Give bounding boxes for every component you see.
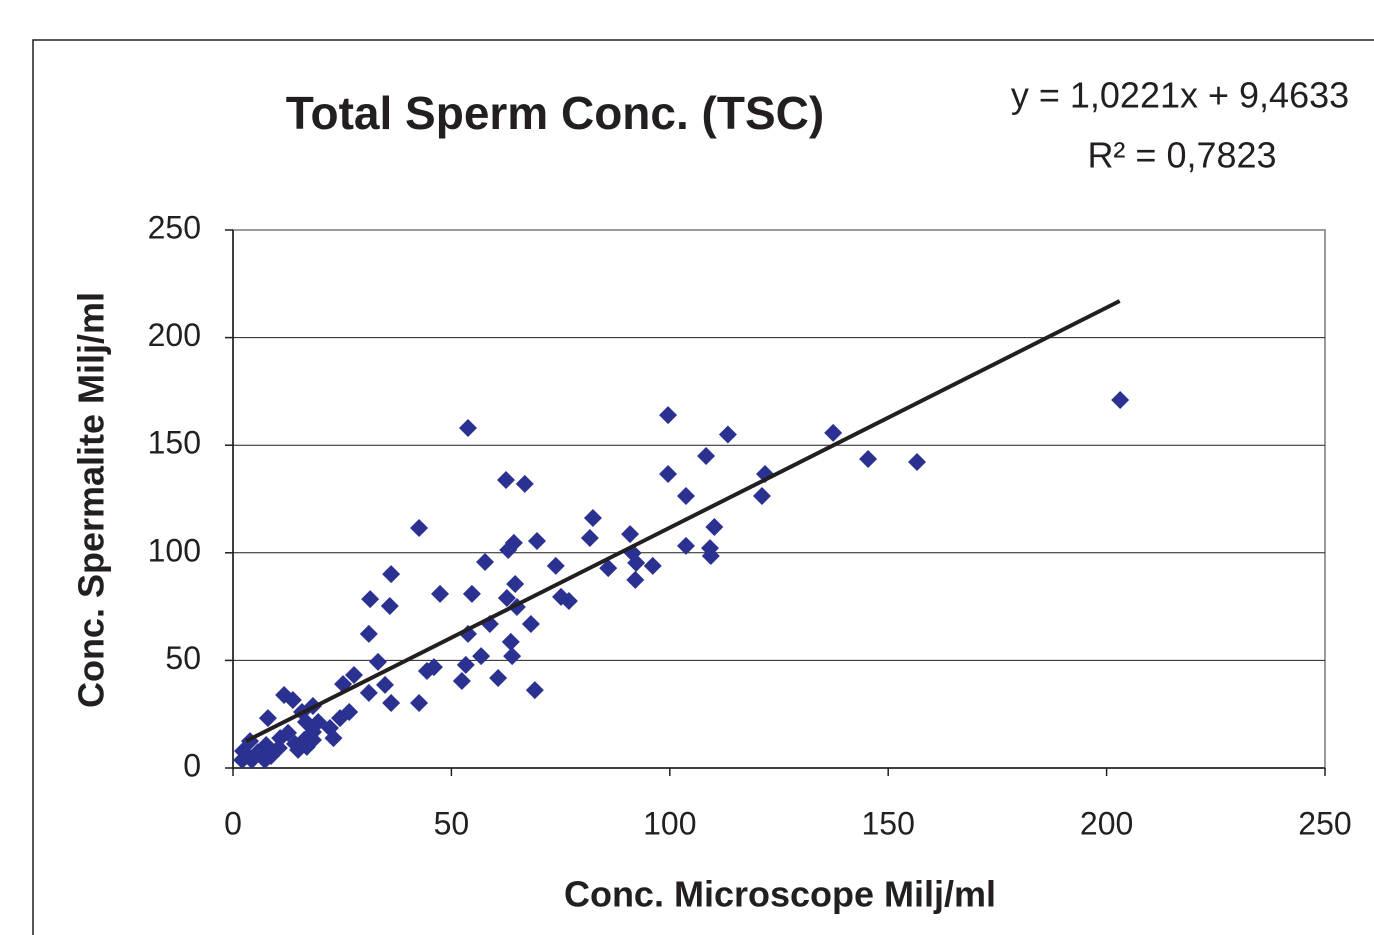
- point: [506, 575, 525, 594]
- point: [621, 525, 640, 544]
- point: [546, 556, 565, 575]
- point: [458, 418, 477, 437]
- point: [859, 449, 878, 468]
- point: [908, 452, 927, 471]
- point: [431, 584, 450, 603]
- point: [676, 486, 695, 505]
- point: [452, 672, 471, 691]
- point: [380, 596, 399, 615]
- y-axis-label: Conc. Spermalite Milj/ml: [71, 292, 112, 708]
- point: [824, 423, 843, 442]
- x-tick-label: 100: [643, 805, 696, 841]
- point: [359, 624, 378, 643]
- point: [497, 471, 515, 490]
- point: [515, 474, 534, 493]
- y-tick-label: 100: [148, 532, 201, 568]
- point: [705, 517, 724, 536]
- point: [489, 669, 508, 688]
- point: [501, 632, 520, 651]
- point: [269, 738, 288, 757]
- x-tick-label: 150: [862, 805, 915, 841]
- y-tick-label: 50: [165, 640, 201, 676]
- point: [324, 729, 343, 748]
- point: [382, 694, 401, 713]
- point: [697, 446, 716, 465]
- point: [456, 655, 475, 674]
- point: [258, 709, 277, 728]
- point: [382, 565, 401, 584]
- point: [242, 751, 261, 770]
- x-tick-label: 250: [1298, 805, 1351, 841]
- point: [361, 590, 380, 609]
- point: [659, 406, 678, 425]
- point: [233, 751, 252, 770]
- point: [580, 528, 599, 547]
- point: [626, 570, 645, 589]
- y-tick-label: 150: [148, 425, 201, 461]
- point: [525, 681, 544, 700]
- point: [559, 592, 578, 611]
- point: [504, 533, 523, 552]
- point: [718, 425, 737, 444]
- point: [283, 690, 302, 709]
- x-axis-label: Conc. Microscope Milj/ml: [564, 874, 996, 915]
- point: [583, 508, 602, 527]
- point: [289, 740, 308, 759]
- point: [309, 712, 328, 731]
- point: [369, 652, 388, 671]
- point: [462, 584, 481, 603]
- point: [752, 486, 771, 505]
- point: [521, 615, 540, 634]
- chart-border: [32, 39, 1374, 935]
- point: [410, 519, 429, 538]
- point: [279, 723, 298, 742]
- point: [643, 556, 662, 575]
- point: [497, 588, 516, 607]
- point: [599, 559, 618, 578]
- trendline: [245, 299, 1121, 743]
- point: [410, 694, 429, 713]
- y-tick-label: 0: [183, 747, 201, 783]
- y-tick-label: 200: [148, 317, 201, 353]
- point: [676, 536, 695, 555]
- y-tick-label: 250: [148, 209, 201, 245]
- chart-title: Total Sperm Conc. (TSC): [286, 87, 824, 139]
- point: [376, 675, 395, 694]
- point: [417, 661, 436, 680]
- point: [476, 553, 495, 572]
- point: [528, 531, 547, 550]
- point: [359, 683, 378, 702]
- point: [701, 547, 720, 566]
- point: [659, 465, 678, 484]
- point: [472, 647, 491, 666]
- point: [503, 647, 522, 666]
- x-tick-label: 0: [224, 805, 242, 841]
- point: [331, 709, 350, 728]
- point: [1111, 391, 1130, 410]
- point: [627, 553, 646, 572]
- point: [344, 666, 363, 685]
- plot-frame: [232, 229, 1326, 769]
- x-tick-label: 200: [1080, 805, 1133, 841]
- x-tick-label: 50: [434, 805, 470, 841]
- equation: y = 1,0221x + 9,4633: [1011, 75, 1349, 116]
- r-squared: R² = 0,7823: [1087, 135, 1276, 176]
- point: [499, 541, 518, 560]
